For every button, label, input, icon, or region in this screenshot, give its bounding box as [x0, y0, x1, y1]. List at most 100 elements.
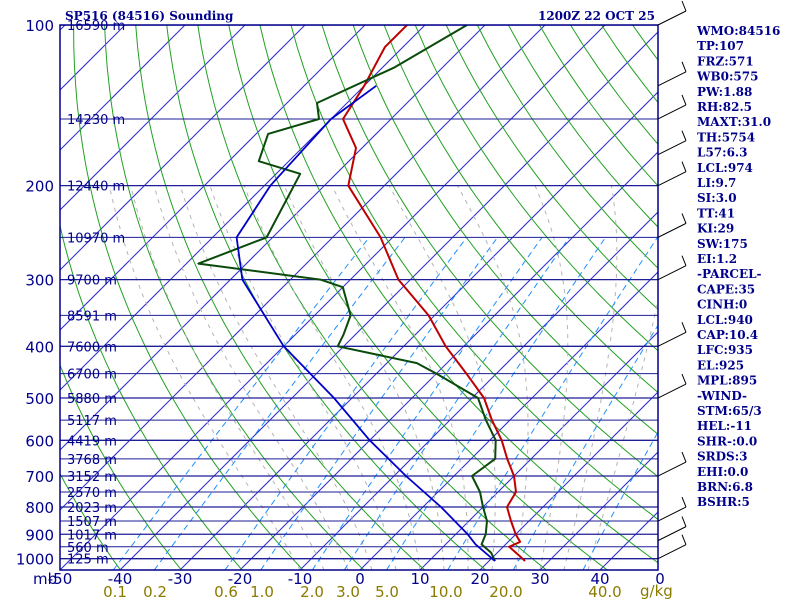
pressure-tick-label: 300 [25, 272, 54, 290]
index-line: FRZ:571 [697, 54, 754, 68]
wind-barb-shaft [657, 171, 687, 187]
index-line: LCL:940 [697, 313, 753, 327]
wind-barb [657, 94, 687, 120]
temperature-tick-label: 0 [655, 570, 665, 588]
wind-barb [657, 130, 687, 156]
index-line: HEL:-11 [697, 419, 752, 433]
moist-adiabat-line [153, 185, 349, 570]
mixing-ratio-tick-label: 20.0 [489, 583, 522, 600]
wind-barb-shaft [657, 331, 687, 347]
dry-adiabat-line [197, 25, 547, 570]
dry-adiabat-line [166, 25, 486, 570]
temperature-tick-label: 20 [470, 570, 489, 588]
dry-adiabat-line [73, 25, 304, 570]
wind-barb-flag [681, 255, 687, 266]
wind-barb-shaft [657, 461, 687, 477]
height-label: 5117 m [67, 414, 117, 429]
parcel-trace [235, 85, 496, 562]
isotherm-line [539, 451, 658, 570]
isotherm-line [60, 25, 186, 151]
pressure-tick-label: 400 [25, 338, 54, 356]
dry-adiabat-line [414, 25, 658, 352]
temperature-tick-label: -50 [48, 570, 73, 588]
dry-adiabat-line [60, 223, 243, 570]
pressure-tick-label: 500 [25, 390, 54, 408]
mixing-ratio-line [112, 237, 370, 570]
wind-barb-shaft [657, 526, 687, 542]
index-line: WMO:84516 [696, 24, 780, 38]
index-line: -WIND- [697, 389, 747, 403]
height-label: 1507 m [67, 515, 117, 530]
isotherm-line [299, 211, 658, 570]
index-line: BSHR:5 [697, 495, 750, 509]
wind-barb [657, 255, 687, 281]
moist-adiabat-line [457, 185, 529, 570]
isotherm-line [60, 25, 546, 511]
mixing-ratio-line [153, 237, 406, 570]
dry-adiabat-line [228, 25, 608, 570]
wind-barb-shaft [657, 544, 687, 560]
height-label: 16590 m [67, 19, 125, 34]
dry-adiabat-line [104, 25, 365, 570]
dry-adiabat-line [259, 25, 658, 564]
index-line: EHI:0.0 [697, 465, 748, 479]
moist-adiabat-line [388, 185, 496, 570]
moist-adiabat-line [130, 185, 325, 570]
height-label: 9700 m [67, 274, 117, 289]
height-label: 4419 m [67, 434, 117, 449]
height-label: 10970 m [67, 231, 125, 246]
temperature-tick-label: -30 [168, 570, 193, 588]
wind-barb-flag [681, 322, 687, 333]
valid-time: 1200Z 22 OCT 25 [538, 9, 655, 23]
height-label: 3152 m [67, 470, 117, 485]
index-line: KI:29 [697, 222, 734, 236]
pressure-unit-label: mb [33, 570, 57, 588]
wind-barb [657, 534, 687, 560]
index-line: EI:1.2 [697, 252, 737, 266]
mixing-ratio-tick-label: 0.6 [214, 583, 238, 600]
index-line: MPL:895 [697, 374, 757, 388]
mixing-ratio-tick-label: 3.0 [336, 583, 360, 600]
height-label: 5880 m [67, 392, 117, 407]
wind-barb-shaft [657, 10, 687, 26]
dry-adiabat-line [445, 25, 658, 311]
plot-frame [59, 24, 659, 571]
mixing-ratio-tick-label: 0.2 [143, 583, 167, 600]
temperature-tick-label: 40 [590, 570, 609, 588]
wind-barbs [657, 0, 687, 560]
wind-barb-flag [681, 451, 687, 463]
moist-adiabat-line [534, 185, 569, 570]
dry-adiabat-line [290, 25, 658, 521]
wind-barb-flag [681, 130, 687, 141]
station-title: SP516 (84516) Sounding [65, 9, 234, 23]
wind-barb-flag [681, 213, 687, 224]
wind-barb-flag [681, 0, 687, 12]
index-line: LFC:935 [697, 343, 753, 357]
mixing-ratio-unit-label: g/kg [640, 582, 673, 600]
wind-barb-flag [681, 61, 687, 72]
dry-adiabat-line [383, 25, 658, 394]
wind-barb [657, 516, 687, 542]
index-line: WB0:575 [696, 70, 758, 84]
temperature-tick-label: 10 [410, 570, 429, 588]
temperature-tick-label: 30 [530, 570, 549, 588]
index-line: SHR-:0.0 [697, 434, 757, 448]
wind-barb-flag [681, 161, 687, 172]
dry-adiabat-line [321, 25, 658, 478]
index-line: -PARCEL- [697, 267, 762, 281]
wind-barb-shaft [657, 104, 687, 120]
pressure-tick-label: 900 [25, 526, 54, 544]
index-line: BRN:6.8 [697, 480, 753, 494]
index-line: STM:65/3 [697, 404, 762, 418]
wind-barb-shaft [657, 222, 687, 238]
pressure-tick-label: 200 [25, 178, 54, 196]
pressure-tick-label: 800 [25, 499, 54, 517]
wind-barb [657, 161, 687, 187]
index-line: PW:1.88 [697, 85, 752, 99]
temperature-tick-label: -20 [228, 570, 253, 588]
wind-barb [657, 213, 687, 238]
wind-barb-shaft [657, 71, 687, 87]
